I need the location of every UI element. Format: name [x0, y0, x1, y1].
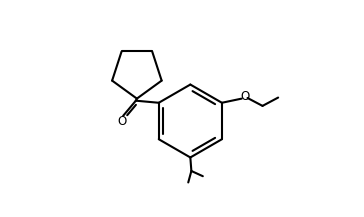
Text: O: O [118, 115, 127, 128]
Text: O: O [241, 90, 250, 103]
